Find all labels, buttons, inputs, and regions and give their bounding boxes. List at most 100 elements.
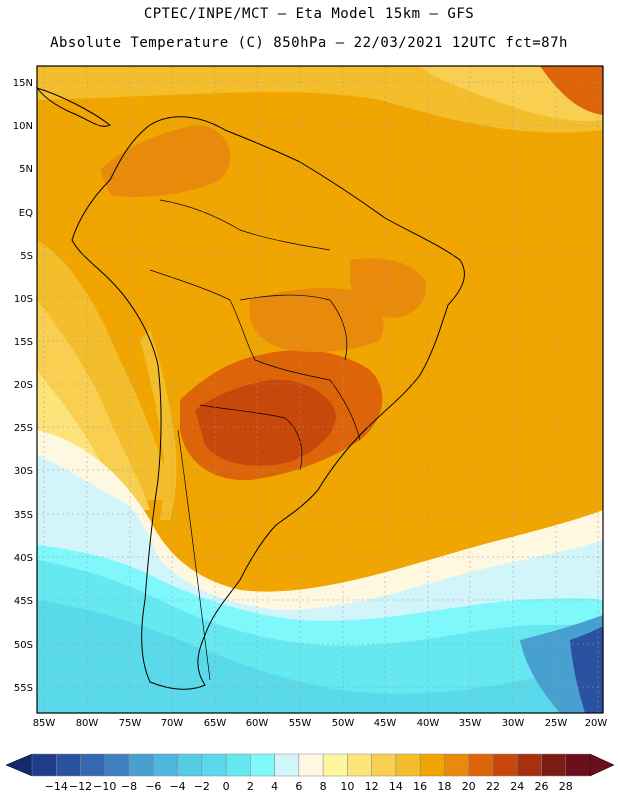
colorbar-low-arrow xyxy=(5,753,33,777)
lon-label: 45W xyxy=(374,718,397,729)
lon-label: 60W xyxy=(246,718,269,729)
colorbar-label: 14 xyxy=(389,780,403,793)
colorbar-swatch xyxy=(274,753,300,777)
lat-label: 55S xyxy=(14,683,33,694)
colorbar-swatch xyxy=(492,753,518,777)
chart-title-line1: CPTEC/INPE/MCT – Eta Model 15km – GFS xyxy=(143,6,475,22)
lat-label: 40S xyxy=(14,553,33,564)
colorbar-label: −4 xyxy=(169,780,185,793)
south-america-outline xyxy=(71,116,465,690)
graticule xyxy=(37,66,603,713)
colorbar-label: 6 xyxy=(295,780,302,793)
lat-label: 10S xyxy=(14,294,33,305)
colorbar-label: 4 xyxy=(271,780,278,793)
colorbar-swatch xyxy=(347,753,372,777)
lon-label: 30W xyxy=(502,718,525,729)
lon-label: 40W xyxy=(417,718,440,729)
lat-label: EQ xyxy=(19,208,33,219)
colorbar-label: −2 xyxy=(194,780,210,793)
country-borders xyxy=(149,199,361,681)
colorbar-label: 26 xyxy=(534,780,548,793)
lon-label: 25W xyxy=(545,718,568,729)
border-1 xyxy=(159,199,331,251)
colorbar-label: 24 xyxy=(510,780,524,793)
colorbar-label: −12 xyxy=(69,780,92,793)
colorbar-label: 28 xyxy=(559,780,573,793)
border-4 xyxy=(199,404,303,471)
colorbar-label: 0 xyxy=(223,780,230,793)
colorbar-swatch xyxy=(541,753,566,777)
latitude-labels: 15N 10N 5N EQ 5S 10S 15S 20S 25S 30S 35S… xyxy=(13,78,33,694)
northeast-warm-patch-2 xyxy=(350,258,426,318)
colorbar-swatch xyxy=(201,753,227,777)
lat-label: 50S xyxy=(14,640,33,651)
colorbar-label: 16 xyxy=(413,780,427,793)
lat-label: 45S xyxy=(14,596,33,607)
cool-band-m12 xyxy=(570,626,603,713)
colorbar-swatch xyxy=(444,753,469,777)
lon-label: 50W xyxy=(332,718,355,729)
border-5 xyxy=(239,294,348,361)
lon-label: 80W xyxy=(76,718,99,729)
lat-label: 10N xyxy=(13,121,33,132)
colorbar-swatch xyxy=(250,753,275,777)
colorbar-swatch xyxy=(128,753,154,777)
colorbar-label: −8 xyxy=(121,780,137,793)
lon-label: 65W xyxy=(204,718,227,729)
lon-label: 55W xyxy=(289,718,312,729)
lon-label: 70W xyxy=(161,718,184,729)
colorbar: −14 −12 −10 −8 −6 −4 −2 0 2 4 6 8 10 12 14 16 18 20 22 24 26… xyxy=(5,753,615,793)
colorbar-label: 18 xyxy=(437,780,451,793)
chart-title-line2: Absolute Temperature (C) 850hPa – 22/03/… xyxy=(50,35,568,51)
colorbar-swatch xyxy=(104,753,130,777)
lon-label: 85W xyxy=(33,718,56,729)
colorbar-label: 12 xyxy=(365,780,379,793)
colorbar-swatch xyxy=(565,753,591,777)
colorbar-swatch xyxy=(371,753,397,777)
colorbar-swatch xyxy=(31,753,57,777)
colorbar-swatch xyxy=(225,753,251,777)
lon-label: 20W xyxy=(585,718,608,729)
border-3 xyxy=(254,359,361,441)
colorbar-swatch xyxy=(516,753,542,777)
lat-label: 30S xyxy=(14,466,33,477)
colorbar-label: 10 xyxy=(340,780,354,793)
colorbar-label: 8 xyxy=(320,780,327,793)
border-2 xyxy=(149,269,256,361)
colorbar-label: 22 xyxy=(486,780,500,793)
cool-band-m2 xyxy=(37,600,603,713)
andes-ridge xyxy=(140,330,177,520)
border-chile-argentina xyxy=(177,429,211,681)
colorbar-swatch xyxy=(80,753,106,777)
colorbar-swatch xyxy=(177,753,203,777)
northeast-warm-patch xyxy=(540,66,603,115)
colorbar-label: 2 xyxy=(247,780,254,793)
colorbar-swatch xyxy=(56,753,81,777)
lat-label: 5N xyxy=(19,164,33,175)
map-frame xyxy=(36,65,604,714)
colorbar-swatch xyxy=(468,753,494,777)
colorbar-labels: −14 −12 −10 −8 −6 −4 −2 0 2 4 6 8 10 12 14 16 18 20 22 24 26… xyxy=(45,780,573,793)
lat-label: 35S xyxy=(14,510,33,521)
lat-label: 25S xyxy=(14,423,33,434)
lon-label: 75W xyxy=(119,718,142,729)
longitude-labels: 85W 80W 75W 70W 65W 60W 55W 50W 45W 40W … xyxy=(33,718,608,729)
colorbar-high-arrow xyxy=(589,753,615,777)
lat-label: 15N xyxy=(13,78,33,89)
andes-north-warm xyxy=(100,125,231,197)
colorbar-swatch xyxy=(419,753,445,777)
colorbar-swatch xyxy=(298,753,324,777)
colorbar-label: −6 xyxy=(145,780,161,793)
colorbar-label: −14 xyxy=(45,780,68,793)
lat-label: 15S xyxy=(14,337,33,348)
lon-label: 35W xyxy=(459,718,482,729)
colorbar-boxes xyxy=(5,753,615,777)
colorbar-label: 20 xyxy=(462,780,476,793)
lat-label: 5S xyxy=(20,251,33,262)
lat-label: 20S xyxy=(14,380,33,391)
colorbar-swatch xyxy=(395,753,421,777)
colorbar-swatch xyxy=(322,753,348,777)
colorbar-label: −10 xyxy=(93,780,116,793)
colorbar-swatch xyxy=(153,753,178,777)
